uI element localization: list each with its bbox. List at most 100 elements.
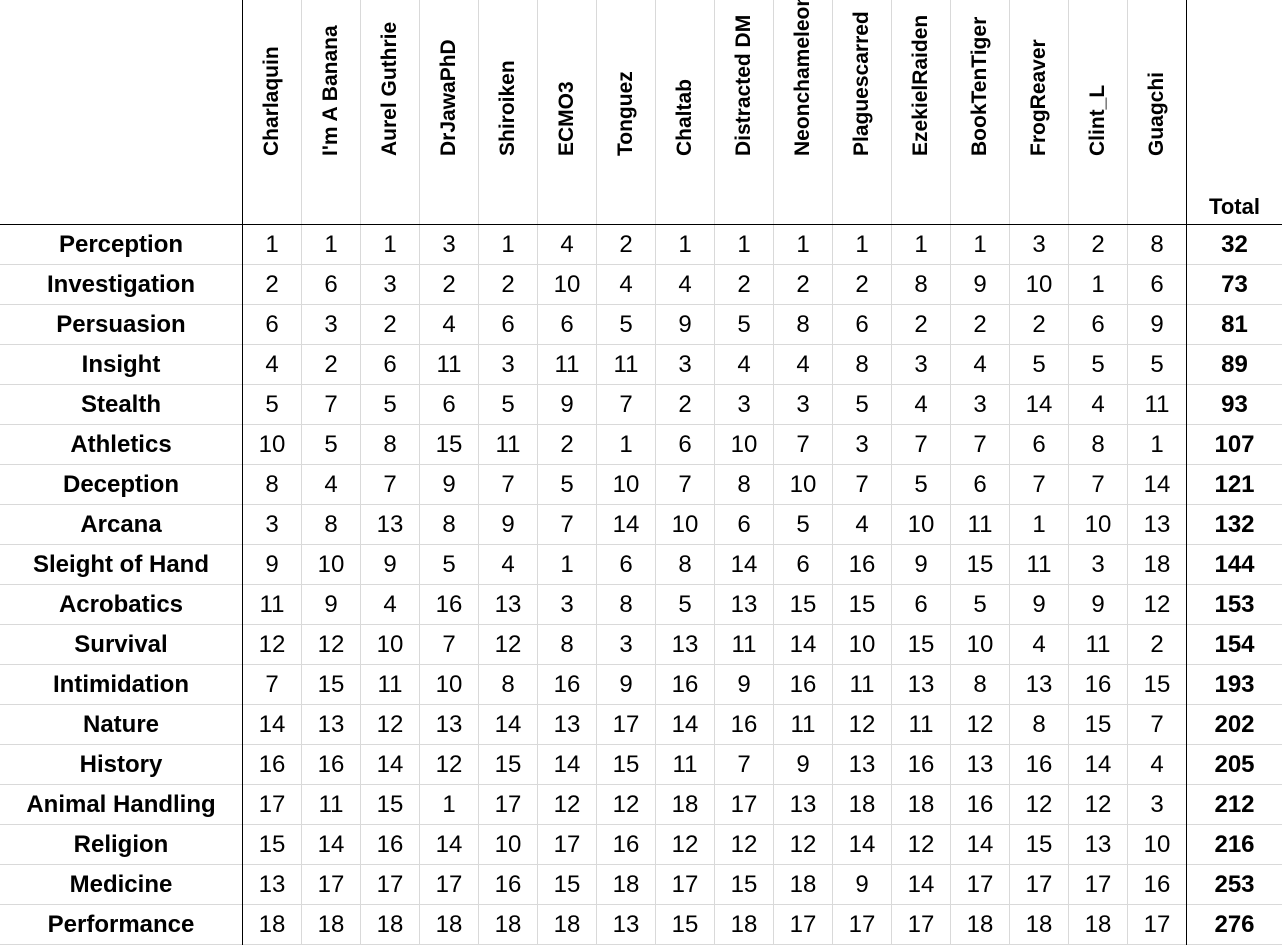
rank-cell: 18 (1010, 905, 1069, 945)
divider (1186, 0, 1187, 945)
rank-cell: 14 (361, 745, 420, 785)
total-cell: 132 (1187, 505, 1282, 545)
rank-cell: 8 (892, 265, 951, 305)
rank-cell: 5 (538, 465, 597, 505)
rank-cell: 8 (302, 505, 361, 545)
rank-cell: 6 (302, 265, 361, 305)
rank-cell: 12 (538, 785, 597, 825)
rank-cell: 12 (243, 625, 302, 665)
rank-cell: 17 (302, 865, 361, 905)
rank-cell: 4 (774, 345, 833, 385)
column-header: Charlaquin (260, 46, 283, 156)
rank-cell: 15 (833, 585, 892, 625)
rank-cell: 12 (479, 625, 538, 665)
rank-cell: 3 (774, 385, 833, 425)
rank-cell: 17 (479, 785, 538, 825)
total-cell: 205 (1187, 745, 1282, 785)
rank-cell: 13 (597, 905, 656, 945)
rank-cell: 6 (479, 305, 538, 345)
rank-cell: 5 (892, 465, 951, 505)
rank-cell: 16 (538, 665, 597, 705)
rank-cell: 1 (892, 225, 951, 265)
rank-cell: 11 (361, 665, 420, 705)
rank-cell: 14 (1128, 465, 1187, 505)
rank-cell: 6 (1010, 425, 1069, 465)
rank-cell: 2 (538, 425, 597, 465)
rank-cell: 9 (656, 305, 715, 345)
rank-cell: 8 (243, 465, 302, 505)
rank-cell: 6 (597, 545, 656, 585)
rank-cell: 6 (361, 345, 420, 385)
rank-cell: 10 (302, 545, 361, 585)
rank-cell: 18 (302, 905, 361, 945)
rank-cell: 1 (597, 425, 656, 465)
column-header: Shiroiken (496, 60, 519, 156)
total-cell: 121 (1187, 465, 1282, 505)
column-header: I'm A Banana (319, 25, 342, 156)
rank-cell: 15 (302, 665, 361, 705)
rank-cell: 4 (243, 345, 302, 385)
rank-cell: 3 (656, 345, 715, 385)
rank-cell: 14 (420, 825, 479, 865)
rank-cell: 9 (1069, 585, 1128, 625)
rank-cell: 2 (892, 305, 951, 345)
rank-cell: 13 (892, 665, 951, 705)
rank-cell: 15 (1010, 825, 1069, 865)
column-header-cell: DrJawaPhD (420, 0, 479, 225)
rank-cell: 1 (715, 225, 774, 265)
rank-cell: 18 (715, 905, 774, 945)
row-label: Acrobatics (0, 585, 243, 625)
rank-cell: 3 (1010, 225, 1069, 265)
column-header-cell: Neonchameleon (774, 0, 833, 225)
rank-cell: 11 (479, 425, 538, 465)
rank-cell: 4 (715, 345, 774, 385)
rank-cell: 9 (951, 265, 1010, 305)
rank-cell: 4 (1010, 625, 1069, 665)
rank-cell: 16 (1069, 665, 1128, 705)
rank-cell: 17 (538, 825, 597, 865)
row-label: Insight (0, 345, 243, 385)
rank-cell: 15 (892, 625, 951, 665)
rank-cell: 6 (1069, 305, 1128, 345)
rank-cell: 6 (951, 465, 1010, 505)
rank-cell: 5 (656, 585, 715, 625)
rank-cell: 10 (479, 825, 538, 865)
rank-cell: 18 (361, 905, 420, 945)
rank-cell: 2 (597, 225, 656, 265)
rank-cell: 1 (656, 225, 715, 265)
rank-cell: 5 (1010, 345, 1069, 385)
row-label: Athletics (0, 425, 243, 465)
rank-cell: 15 (243, 825, 302, 865)
rank-cell: 15 (656, 905, 715, 945)
divider (242, 0, 243, 945)
rank-cell: 4 (1128, 745, 1187, 785)
rank-cell: 10 (538, 265, 597, 305)
rank-cell: 16 (1010, 745, 1069, 785)
rank-cell: 16 (951, 785, 1010, 825)
rank-cell: 16 (361, 825, 420, 865)
rank-cell: 10 (715, 425, 774, 465)
row-label: Sleight of Hand (0, 545, 243, 585)
rank-cell: 3 (302, 305, 361, 345)
rank-cell: 16 (833, 545, 892, 585)
rank-cell: 14 (302, 825, 361, 865)
rank-cell: 10 (951, 625, 1010, 665)
rank-cell: 6 (892, 585, 951, 625)
rank-cell: 13 (951, 745, 1010, 785)
rank-cell: 7 (361, 465, 420, 505)
rank-cell: 10 (1128, 825, 1187, 865)
rank-cell: 5 (833, 385, 892, 425)
column-header: Aurel Guthrie (378, 21, 401, 156)
rank-cell: 3 (1128, 785, 1187, 825)
rank-cell: 5 (715, 305, 774, 345)
column-header: FrogReaver (1027, 39, 1050, 156)
rank-cell: 15 (538, 865, 597, 905)
rank-cell: 9 (479, 505, 538, 545)
rank-cell: 8 (597, 585, 656, 625)
rank-cell: 4 (302, 465, 361, 505)
rank-cell: 2 (951, 305, 1010, 345)
rank-cell: 14 (951, 825, 1010, 865)
rank-cell: 3 (538, 585, 597, 625)
rank-cell: 8 (1010, 705, 1069, 745)
total-cell: 144 (1187, 545, 1282, 585)
